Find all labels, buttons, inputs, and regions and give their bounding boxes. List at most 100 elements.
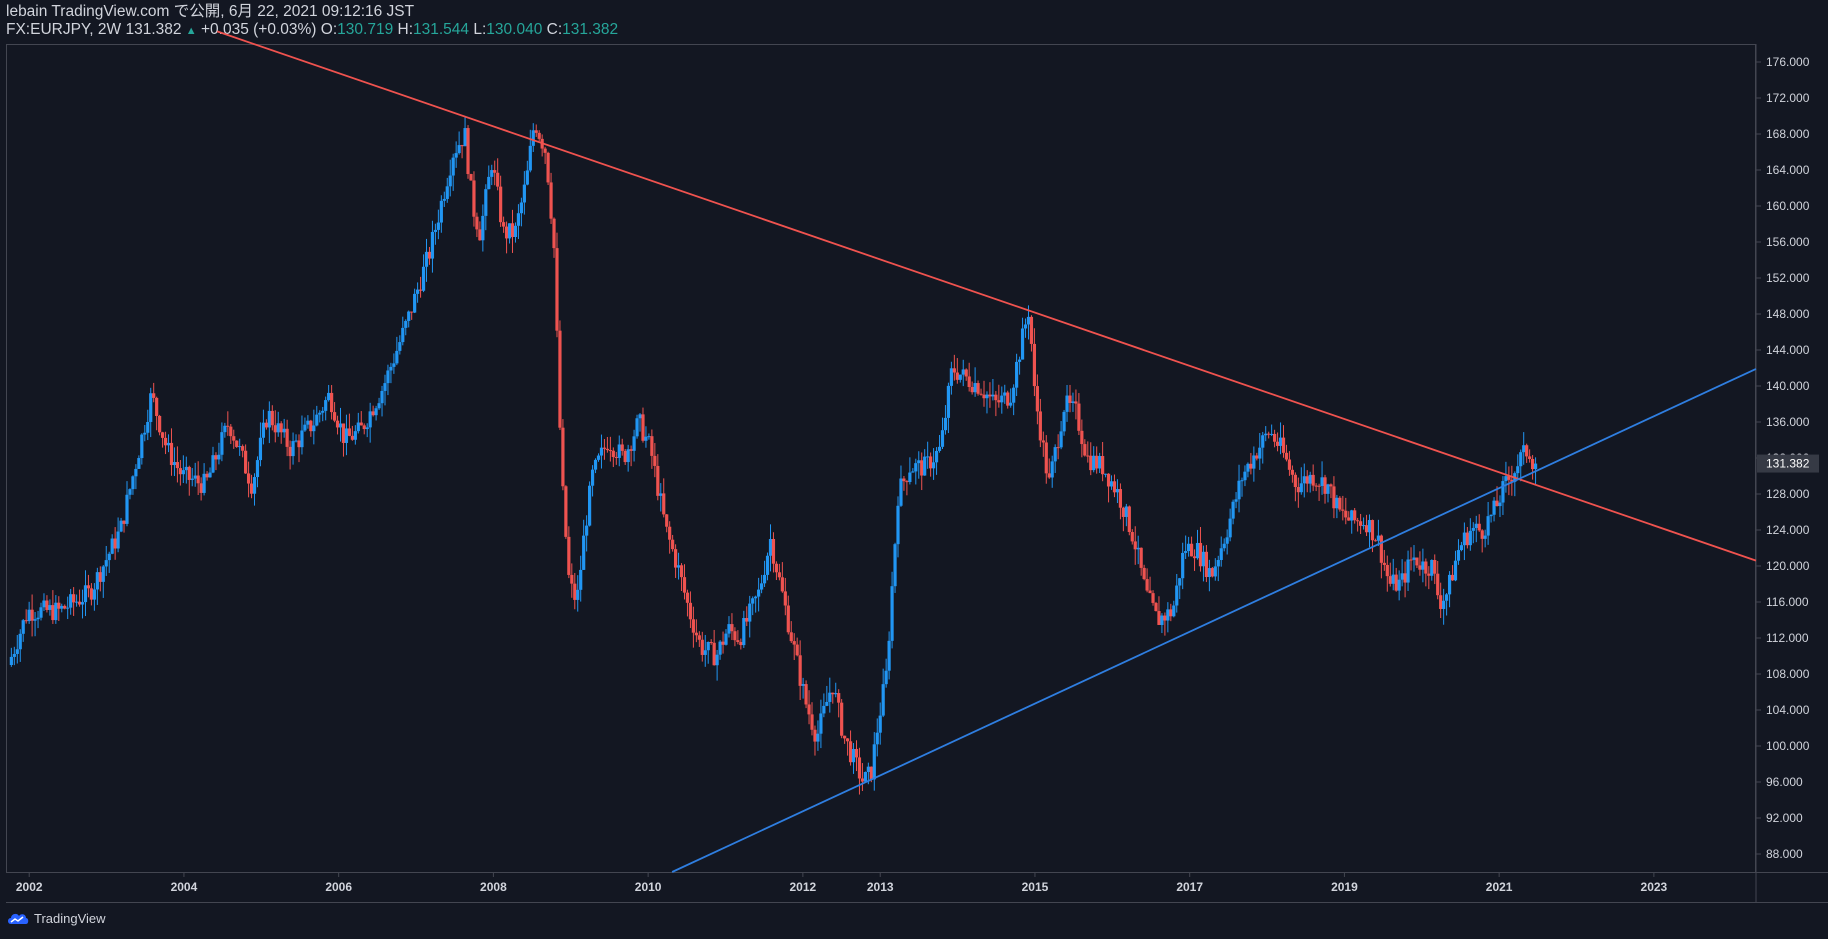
candle xyxy=(1086,441,1090,463)
candle xyxy=(979,388,983,396)
y-tick-label: 108.000 xyxy=(1766,667,1810,681)
y-tick-label: 96.000 xyxy=(1766,775,1803,789)
close-value: 131.382 xyxy=(562,21,619,38)
trendlines-layer[interactable] xyxy=(216,30,1757,873)
candle xyxy=(1361,517,1366,530)
candle xyxy=(1216,555,1220,582)
open-value: 130.719 xyxy=(337,21,394,38)
candle xyxy=(1323,474,1327,504)
candle xyxy=(807,690,811,725)
candle xyxy=(57,596,61,621)
candle xyxy=(1163,612,1167,636)
candle xyxy=(1228,508,1232,542)
candle xyxy=(1240,477,1244,497)
candle xyxy=(1258,432,1262,470)
candle xyxy=(193,462,197,487)
trendline-resistance[interactable] xyxy=(216,30,1757,562)
candle xyxy=(229,424,233,445)
candle xyxy=(416,282,420,303)
candle xyxy=(169,428,174,476)
candle xyxy=(911,468,915,473)
candle xyxy=(777,563,781,581)
candle xyxy=(1290,465,1295,483)
candle xyxy=(335,415,340,435)
candle xyxy=(39,602,43,621)
y-tick-label: 160.000 xyxy=(1766,199,1810,213)
candle xyxy=(436,209,440,240)
candle xyxy=(712,629,716,666)
candle xyxy=(1332,476,1336,519)
candle xyxy=(632,429,636,462)
candle xyxy=(801,677,805,699)
trendline-support[interactable] xyxy=(671,368,1757,873)
candle xyxy=(1427,566,1431,590)
candle xyxy=(433,223,438,245)
candle xyxy=(1498,495,1502,518)
candle xyxy=(294,434,298,443)
candle xyxy=(344,414,349,456)
candle xyxy=(1127,505,1131,536)
candle xyxy=(454,141,458,168)
candle xyxy=(232,429,236,449)
candle xyxy=(1252,446,1256,482)
candle xyxy=(1486,501,1490,545)
candle xyxy=(1145,568,1149,593)
candle xyxy=(682,564,687,600)
y-tick-label: 88.000 xyxy=(1766,847,1803,861)
candle xyxy=(324,396,328,421)
candle xyxy=(181,455,185,484)
candle xyxy=(1187,536,1191,557)
candle xyxy=(1009,388,1013,408)
candle xyxy=(626,444,630,472)
candle xyxy=(1528,449,1532,463)
candle xyxy=(1192,549,1197,571)
tradingview-watermark[interactable]: TradingView xyxy=(6,910,106,926)
candle xyxy=(270,405,274,431)
candle xyxy=(1059,421,1063,450)
candle xyxy=(303,417,307,432)
candle xyxy=(837,689,841,718)
y-tick-label: 148.000 xyxy=(1766,307,1810,321)
candle xyxy=(561,419,565,491)
candle xyxy=(1178,577,1182,600)
candle xyxy=(398,335,402,355)
candle xyxy=(638,413,642,432)
time-axis[interactable]: 2002 2004 2006 2008 2010 2012 2013 2015 2017 2019… xyxy=(16,872,1668,894)
plot-frame xyxy=(6,44,1756,873)
candle xyxy=(721,631,725,654)
candle xyxy=(1172,600,1176,618)
candle xyxy=(582,519,586,570)
candle xyxy=(466,125,470,179)
candle xyxy=(1364,514,1369,537)
candle xyxy=(1492,497,1496,522)
candle xyxy=(386,364,390,396)
candle xyxy=(338,407,343,442)
candle xyxy=(845,738,850,756)
last-price-tag-label: 131.382 xyxy=(1766,457,1810,471)
candle xyxy=(1053,444,1057,473)
candle xyxy=(742,610,746,648)
candle xyxy=(1012,384,1016,416)
candle xyxy=(226,411,230,436)
candle xyxy=(1409,547,1413,571)
candle xyxy=(24,609,28,624)
candle xyxy=(104,545,108,576)
candle xyxy=(149,387,153,438)
candle xyxy=(72,587,76,616)
candle xyxy=(1184,535,1188,559)
candle xyxy=(1089,442,1093,476)
candle xyxy=(235,440,239,448)
y-tick-label: 100.000 xyxy=(1766,739,1810,753)
candle xyxy=(54,595,58,624)
candle xyxy=(238,438,242,456)
candle xyxy=(418,276,423,298)
y-tick-label: 140.000 xyxy=(1766,379,1810,393)
candle xyxy=(196,461,200,495)
candle xyxy=(576,575,580,612)
x-tick-label: 2017 xyxy=(1176,880,1203,894)
price-axis[interactable]: 88.000 92.000 96.000 100.000 104.000 108.000 1… xyxy=(1756,55,1819,861)
candle xyxy=(1376,519,1381,547)
y-tick-label: 104.000 xyxy=(1766,703,1810,717)
candle xyxy=(1388,562,1392,587)
